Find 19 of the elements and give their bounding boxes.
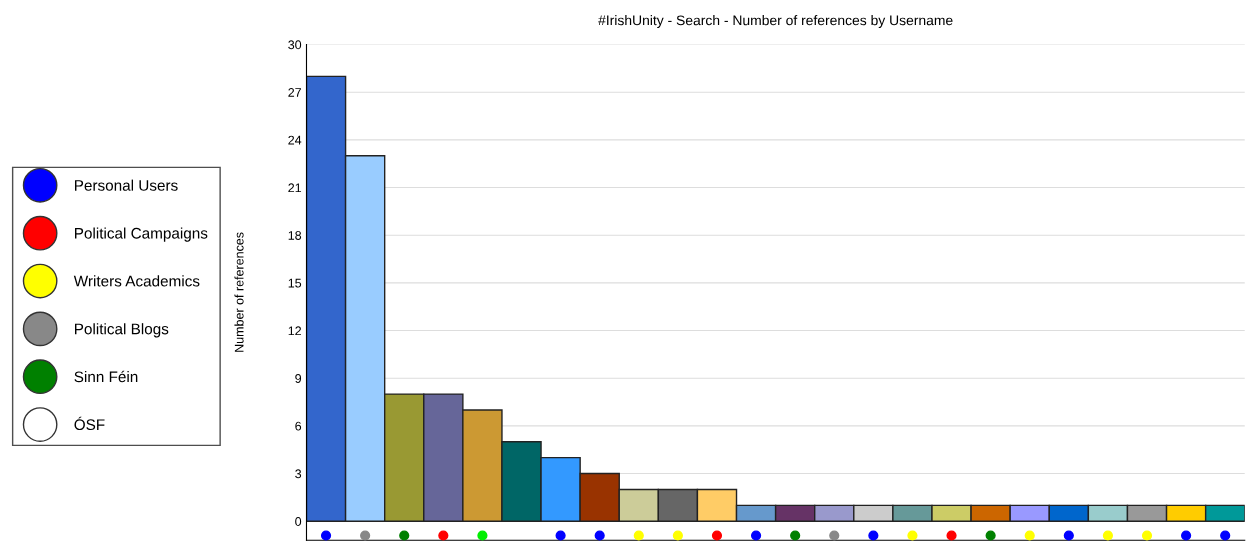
legend-label: Writers Academics xyxy=(73,275,200,287)
legend-label: ÓSF xyxy=(74,416,105,431)
y-tick-label: 27 xyxy=(288,88,302,97)
legend-label: Personal Users xyxy=(75,179,178,191)
y-tick-label: 21 xyxy=(288,183,302,193)
y-tick-label: 18 xyxy=(288,231,302,240)
legend-label: Political Blogs xyxy=(75,323,169,338)
y-tick-label: 12 xyxy=(288,326,302,336)
y-axis-title: Number of references xyxy=(234,232,244,352)
legend-label: Sinn Féin xyxy=(74,370,138,383)
y-tick-label: 0 xyxy=(295,517,302,526)
legend-label: Political Campaigns xyxy=(75,227,208,242)
y-tick-label: 6 xyxy=(295,421,302,431)
y-tick-label: 3 xyxy=(295,469,302,479)
y-tick-label: 24 xyxy=(288,135,302,145)
chart-title: #IrishUnity - Search - Number of references by Username xyxy=(598,15,953,28)
y-tick-label: 30 xyxy=(288,40,302,50)
y-tick-label: 15 xyxy=(288,278,302,288)
y-tick-label: 9 xyxy=(295,374,302,383)
